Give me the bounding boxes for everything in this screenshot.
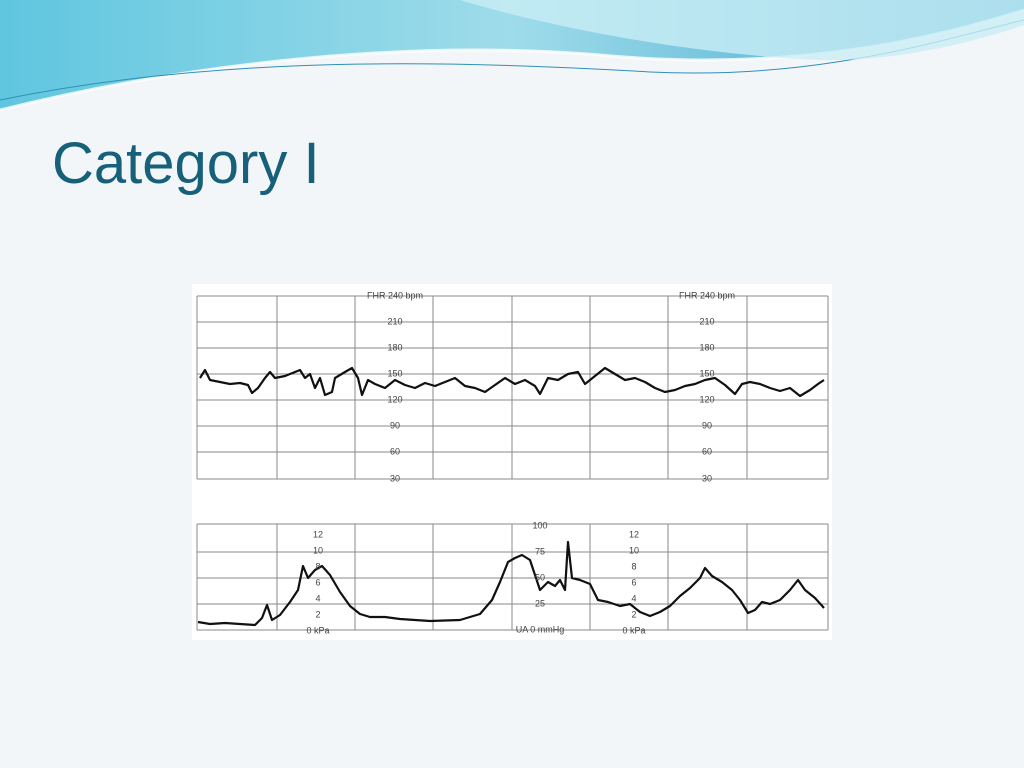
ua-scale-label: 6 [315, 577, 320, 587]
fhr-scale-label: 120 [699, 394, 714, 404]
slide-title: Category I [52, 131, 320, 196]
fhr-trace [199, 366, 825, 398]
fhr-scale-label: 210 [699, 316, 714, 326]
fhr-scale-label: 150 [387, 368, 402, 378]
ua-scale-label: 0 kPa [306, 625, 329, 635]
fhr-scale-label: 30 [702, 473, 712, 483]
fhr-scale-label: 120 [387, 394, 402, 404]
ua-scale-label: 2 [631, 609, 636, 619]
fhr-scale-label: 180 [699, 342, 714, 352]
ua-scale-label: 4 [631, 593, 636, 603]
fhr-scale-label: FHR 240 bpm [679, 290, 735, 300]
ua-scale-label: 8 [631, 561, 636, 571]
fhr-scale-label: 60 [702, 446, 712, 456]
ua-scale-label: 100 [532, 520, 547, 530]
ua-scale-label: 4 [315, 593, 320, 603]
fhr-scale-label: 210 [387, 316, 402, 326]
ua-scale-label: 50 [535, 572, 545, 582]
ua-scale-label: 0 kPa [622, 625, 645, 635]
ua-scale-label: 10 [313, 545, 323, 555]
ua-scale-label: UA 0 mmHg [516, 624, 565, 634]
fhr-scale-label: 90 [702, 420, 712, 430]
header-wave [0, 0, 1024, 112]
ua-trace [197, 540, 825, 627]
fhr-scale-label: FHR 240 bpm [367, 290, 423, 300]
fhr-scale-label: 30 [390, 473, 400, 483]
ua-scale-label: 10 [629, 545, 639, 555]
fhr-scale-label: 180 [387, 342, 402, 352]
ua-scale-label: 25 [535, 598, 545, 608]
fhr-scale-label: 60 [390, 446, 400, 456]
ua-scale-label: 2 [315, 609, 320, 619]
fhr-scale-label: 150 [699, 368, 714, 378]
strip-grid [196, 295, 829, 631]
ua-scale-label: 75 [535, 546, 545, 556]
ua-scale-label: 6 [631, 577, 636, 587]
ua-scale-label: 8 [315, 561, 320, 571]
ua-scale-label: 12 [313, 529, 323, 539]
ua-scale-label: 12 [629, 529, 639, 539]
fhr-scale-label: 90 [390, 420, 400, 430]
